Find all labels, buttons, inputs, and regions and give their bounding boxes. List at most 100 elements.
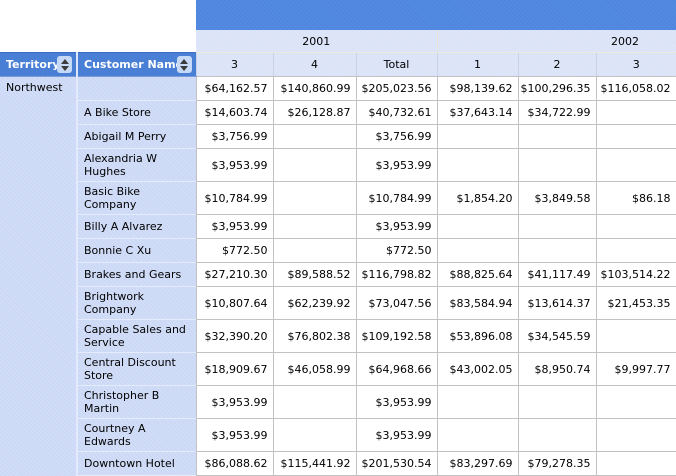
value-cell: $3,953.99	[355, 214, 438, 239]
value-cell: $8,950.74	[517, 352, 597, 386]
territory-sort-icon[interactable]	[57, 56, 72, 73]
value-cell	[517, 214, 597, 239]
value-cell	[517, 124, 597, 149]
value-cell: $109,192.58	[355, 319, 438, 353]
value-cell	[595, 238, 676, 263]
customer-name-cell: Courtney A Edwards	[77, 418, 196, 452]
table-row: Brakes and Gears $27,210.30 $89,588.52 $116…	[0, 262, 676, 287]
value-cell	[272, 385, 357, 419]
value-cell: $116,798.82	[355, 262, 438, 287]
value-cell	[517, 238, 597, 263]
value-cell: $3,953.99	[195, 418, 274, 452]
value-cell	[436, 148, 519, 182]
value-cell: $10,784.99	[355, 181, 438, 215]
sort-up-arrow-icon	[180, 58, 188, 64]
value-cell: $3,849.58	[517, 181, 597, 215]
customer-name-cell: Capable Sales and Service	[77, 319, 196, 353]
value-cell	[272, 418, 357, 452]
value-cell: $27,210.30	[195, 262, 274, 287]
quarter-header-2002-3: 3	[595, 52, 676, 77]
value-cell: $86.18	[595, 181, 676, 215]
table-row: Basic Bike Company $10,784.99 $10,784.99 $1…	[0, 181, 676, 215]
customer-name-cell: Christopher B Martin	[77, 385, 196, 419]
value-cell	[272, 124, 357, 149]
table-row: Courtney A Edwards $3,953.99 $3,953.99	[0, 418, 676, 452]
value-cell: $3,953.99	[355, 418, 438, 452]
report-header-bar	[196, 0, 676, 30]
value-cell: $53,896.08	[436, 319, 519, 353]
value-cell	[595, 100, 676, 125]
value-cell	[272, 238, 357, 263]
customer-name-cell	[77, 76, 196, 101]
value-cell: $88,825.64	[436, 262, 519, 287]
value-cell: $3,953.99	[195, 385, 274, 419]
value-cell: $86,088.62	[195, 451, 274, 476]
sort-down-arrow-icon	[180, 65, 188, 71]
value-cell: $83,297.69	[436, 451, 519, 476]
value-cell: $9,997.77	[595, 352, 676, 386]
value-cell: $3,953.99	[355, 385, 438, 419]
value-cell: $10,807.64	[195, 286, 274, 320]
top-bar-row	[0, 0, 676, 30]
value-cell: $34,722.99	[517, 100, 597, 125]
value-cell: $83,584.94	[436, 286, 519, 320]
value-cell	[436, 385, 519, 419]
territory-group-cell: Northwest	[0, 76, 78, 476]
customer-name-cell: Central Discount Store	[77, 352, 196, 386]
value-cell	[517, 418, 597, 452]
value-cell: $37,643.14	[436, 100, 519, 125]
value-cell: $1,854.20	[436, 181, 519, 215]
quarter-header-2001-3: 3	[195, 52, 273, 77]
territory-column-header: Territory	[0, 52, 78, 77]
territory-column-label: Territory	[6, 58, 60, 71]
customer-name-cell: Abigail M Perry	[77, 124, 196, 149]
customer-name-cell: Brightwork Company	[77, 286, 196, 320]
table-row: Abigail M Perry $3,756.99 $3,756.99	[0, 124, 676, 149]
table-row: Bonnie C Xu $772.50 $772.50	[0, 238, 676, 263]
value-cell: $13,614.37	[517, 286, 597, 320]
value-cell: $40,732.61	[355, 100, 438, 125]
year-header-2002: 2002	[437, 30, 676, 53]
customer-name-cell: A Bike Store	[77, 100, 196, 125]
value-cell: $103,514.22	[595, 262, 676, 287]
corner-blank	[0, 30, 196, 53]
customer-name-cell: Brakes and Gears	[77, 262, 196, 287]
customer-name-cell: Basic Bike Company	[77, 181, 196, 215]
value-cell	[595, 385, 676, 419]
value-cell: $26,128.87	[272, 100, 357, 125]
value-cell: $3,953.99	[195, 214, 274, 239]
value-cell: $73,047.56	[355, 286, 438, 320]
value-cell: $14,603.74	[195, 100, 274, 125]
value-cell: $89,588.52	[272, 262, 357, 287]
value-cell: $79,278.35	[517, 451, 597, 476]
value-cell: $41,117.49	[517, 262, 597, 287]
quarter-header-2002-2: 2	[517, 52, 596, 77]
value-cell	[272, 148, 357, 182]
value-cell	[436, 124, 519, 149]
customer-name-column-header: Customer Name	[77, 52, 196, 77]
total-header-2001: Total	[355, 52, 437, 77]
table-row: Northwest $64,162.57 $140,860.99 $205,023.5…	[0, 76, 676, 476]
column-header-row: Territory Customer Name 3 4 Total 1 2 3	[0, 52, 676, 77]
value-cell	[436, 238, 519, 263]
quarter-header-2002-1: 1	[436, 52, 518, 77]
year-group-row: 2001 2002	[0, 30, 676, 53]
value-cell: $10,784.99	[195, 181, 274, 215]
value-cell: $34,545.59	[517, 319, 597, 353]
value-cell	[517, 148, 597, 182]
table-row: Central Discount Store $18,909.67 $46,058.…	[0, 352, 676, 386]
value-cell	[272, 214, 357, 239]
value-cell: $3,953.99	[195, 148, 274, 182]
value-cell: $3,756.99	[355, 124, 438, 149]
customer-name-cell: Alexandria W Hughes	[77, 148, 196, 182]
value-cell	[436, 418, 519, 452]
table-row: Alexandria W Hughes $3,953.99 $3,953.99	[0, 148, 676, 182]
table-row: Christopher B Martin $3,953.99 $3,953.99	[0, 385, 676, 419]
customer-name-sort-icon[interactable]	[176, 56, 192, 73]
customer-name-cell: Billy A Alvarez	[77, 214, 196, 239]
value-cell	[272, 181, 357, 215]
value-cell	[517, 385, 597, 419]
value-cell: $201,530.54	[355, 451, 438, 476]
